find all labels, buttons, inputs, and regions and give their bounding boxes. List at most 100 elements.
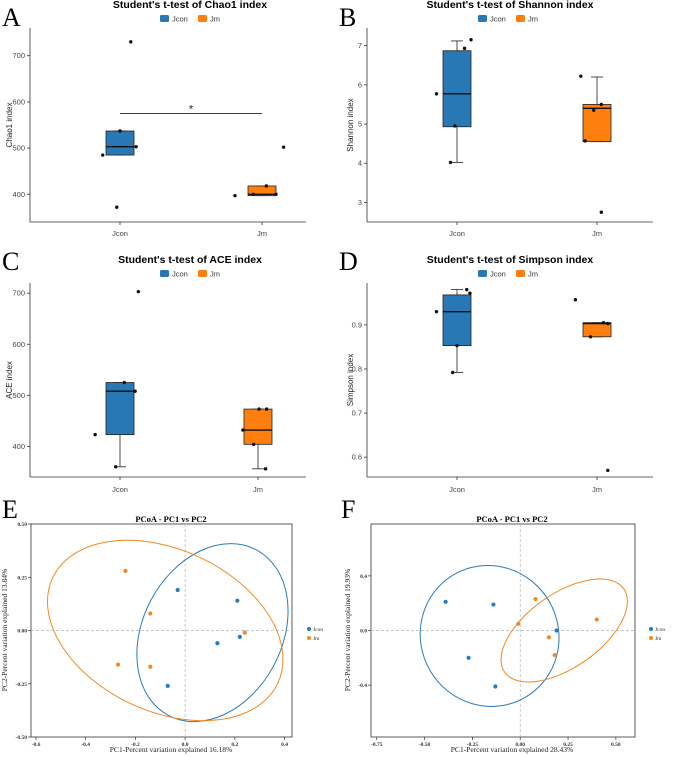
scatter-point-jcon	[215, 641, 220, 646]
y-axis-label: Shannon index	[346, 98, 355, 151]
x-tick-label: 0.50	[611, 742, 621, 748]
data-point	[133, 389, 137, 393]
x-tick-label: 0.2	[231, 742, 238, 748]
legend-marker-jcon	[307, 627, 311, 631]
panel-letter-f: F	[341, 495, 355, 524]
data-point	[599, 102, 604, 107]
chart-title: PCoA - PC1 vs PC2	[135, 514, 206, 524]
scatter-point-jm	[552, 652, 557, 658]
data-point	[233, 193, 237, 198]
x-tick-label: 0.0	[182, 742, 189, 748]
y-tick-label: 500	[12, 144, 25, 153]
data-point	[122, 380, 127, 385]
legend-swatch-jcon	[160, 270, 169, 277]
y-tick-label: 700	[12, 51, 25, 60]
data-point	[93, 432, 97, 437]
scatter-point-jm	[115, 662, 121, 667]
data-point	[462, 46, 467, 51]
panel-letter-d: D	[339, 247, 358, 276]
y-tick-label: 0.6	[352, 453, 362, 462]
data-point	[448, 160, 453, 165]
chart-title: Student's t-test of Chao1 index	[113, 0, 267, 11]
significance-label: *	[189, 103, 194, 115]
chart-title: PCoA - PC1 vs PC2	[476, 514, 547, 524]
data-point	[606, 468, 610, 473]
y-tick-label: 6	[358, 80, 362, 89]
y-axis-label: PC2-Percent variation explained 13.84%	[0, 569, 9, 691]
scatter-point-jm	[533, 596, 538, 602]
data-point	[274, 192, 278, 196]
data-point	[281, 145, 286, 149]
x-tick-label: -0.50	[419, 742, 431, 748]
box-jcon	[442, 294, 472, 347]
panel-letter-a: A	[2, 3, 21, 32]
x-tick-label: Jm	[253, 485, 263, 494]
data-point	[263, 467, 268, 471]
legend-label-jm: Jm	[210, 15, 220, 24]
data-point	[455, 343, 459, 348]
legend-marker-jm	[307, 636, 311, 640]
confidence-ellipse-jcon	[136, 543, 289, 723]
scatter-point-jcon	[235, 598, 240, 603]
data-point	[264, 184, 269, 188]
x-tick-label: Jcon	[449, 485, 465, 494]
y-tick-label: 0.50	[17, 522, 27, 528]
x-axis-label: PC1-Percent variation explained 16.18%	[110, 745, 232, 754]
y-tick-label: 0.7	[352, 409, 362, 418]
scatter-point-jcon	[554, 628, 559, 633]
legend-marker-jcon	[649, 627, 653, 631]
y-tick-label: 700	[12, 289, 25, 298]
y-tick-label: -0.4	[358, 683, 367, 689]
data-point	[465, 287, 469, 292]
data-point	[241, 428, 245, 432]
data-point	[118, 129, 122, 133]
chart-title: Student's t-test of Simpson index	[427, 254, 594, 266]
legend-swatch-jm	[198, 15, 207, 22]
data-point	[257, 407, 261, 411]
box-jcon	[105, 130, 135, 156]
data-point	[588, 335, 593, 339]
chart-title: Student's t-test of ACE index	[118, 254, 262, 266]
legend-swatch-jcon	[478, 15, 487, 22]
data-point	[606, 321, 610, 326]
data-point	[129, 40, 133, 44]
legend-label-jcon: Jcon	[172, 270, 188, 279]
x-axis-label: PC1-Percent variation explained 28.43%	[451, 745, 573, 754]
box-jcon	[442, 50, 472, 128]
box-jm	[582, 322, 612, 338]
data-point	[450, 370, 455, 375]
scatter-point-jcon	[237, 634, 242, 639]
legend-swatch-jm	[516, 15, 525, 22]
legend-label-jcon: Jcon	[655, 627, 665, 633]
x-tick-label: -0.2	[131, 742, 140, 748]
x-tick-label: 0.25	[563, 742, 573, 748]
panel-e-chart: PCoA - PC1 vs PC2 -0.6 -0.4 -0.2 0.0 0.2 0.4 -0…	[0, 514, 323, 754]
panel-f-chart: PCoA - PC1 vs PC2 -0.75 -0.50 -0.25 0.00 0.25…	[343, 514, 665, 754]
y-tick-label: 3	[358, 198, 362, 207]
legend-label-jcon: Jcon	[172, 15, 188, 24]
y-axis-label: Chao1 index	[5, 103, 14, 148]
scatter-point-jm	[516, 621, 521, 626]
data-point	[573, 298, 578, 302]
y-tick-label: 600	[12, 97, 25, 106]
y-tick-label: 400	[12, 190, 25, 199]
data-point	[115, 205, 119, 209]
legend-label-jcon: Jcon	[490, 270, 506, 279]
data-point	[599, 210, 604, 214]
x-tick-label: 0.00	[515, 742, 525, 748]
legend-label-jcon: Jcon	[313, 627, 323, 633]
x-tick-label: -0.25	[467, 742, 479, 748]
y-tick-label: 7	[358, 41, 362, 50]
y-tick-label: -0.25	[16, 682, 28, 688]
y-tick-label: 400	[12, 442, 25, 451]
data-point	[453, 124, 457, 128]
box-jm	[243, 408, 273, 445]
x-tick-label: -0.4	[81, 742, 90, 748]
scatter-point-jcon	[491, 602, 496, 607]
data-point	[469, 38, 473, 42]
x-tick-label: Jm	[257, 229, 267, 238]
panel-letter-e: E	[2, 495, 18, 524]
y-tick-label: 600	[12, 340, 25, 349]
y-tick-label: -0.50	[16, 735, 28, 741]
